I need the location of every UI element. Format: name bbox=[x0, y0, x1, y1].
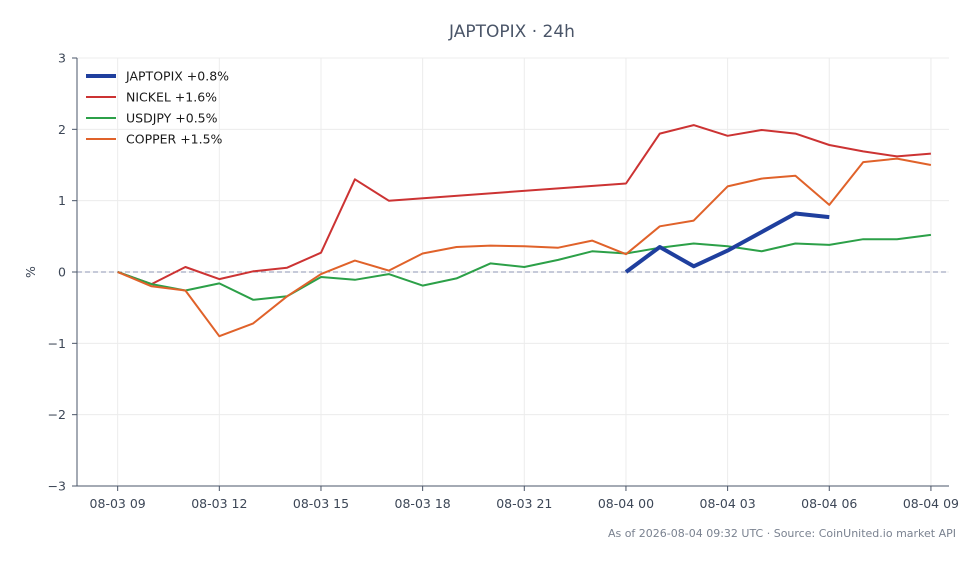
x-tick-label: 08-03 15 bbox=[293, 496, 349, 511]
x-tick-label: 08-04 09 bbox=[903, 496, 959, 511]
legend-label: NICKEL +1.6% bbox=[126, 90, 217, 105]
legend-label: USDJPY +0.5% bbox=[126, 111, 218, 126]
legend-label: COPPER +1.5% bbox=[126, 132, 223, 147]
x-tick-label: 08-03 18 bbox=[395, 496, 451, 511]
y-tick-label: 0 bbox=[58, 265, 66, 280]
series-line bbox=[624, 211, 830, 274]
x-ticks: 08-03 09 08-03 12 08-03 15 08-03 18 08-03 21… bbox=[90, 486, 959, 511]
series-line bbox=[117, 124, 931, 286]
series-line bbox=[117, 233, 932, 301]
x-tick-label: 08-03 12 bbox=[191, 496, 247, 511]
y-tick-label: 1 bbox=[58, 193, 66, 208]
source-footnote: As of 2026-08-04 09:32 UTC · Source: Coi… bbox=[608, 527, 956, 540]
x-tick-label: 08-04 03 bbox=[700, 496, 756, 511]
x-tick-label: 08-04 06 bbox=[801, 496, 857, 511]
series-line bbox=[117, 157, 932, 338]
y-tick-label: −2 bbox=[48, 407, 66, 422]
legend-label: JAPTOPIX +0.8% bbox=[125, 69, 229, 84]
legend: JAPTOPIX +0.8% NICKEL +1.6% USDJPY +0.5% CO… bbox=[86, 69, 229, 147]
x-tick-label: 08-04 00 bbox=[598, 496, 654, 511]
y-tick-label: −3 bbox=[48, 479, 66, 494]
x-tick-label: 08-03 21 bbox=[496, 496, 552, 511]
y-tick-label: 3 bbox=[58, 51, 66, 66]
y-ticks: 3 2 1 0 −1 −2 −3 bbox=[48, 51, 77, 494]
x-tick-label: 08-03 09 bbox=[90, 496, 146, 511]
y-tick-label: −1 bbox=[48, 336, 66, 351]
chart-title: JAPTOPIX · 24h bbox=[448, 22, 575, 42]
y-tick-label: 2 bbox=[58, 122, 66, 137]
y-axis-label: % bbox=[23, 266, 38, 278]
series-lines bbox=[117, 124, 932, 338]
